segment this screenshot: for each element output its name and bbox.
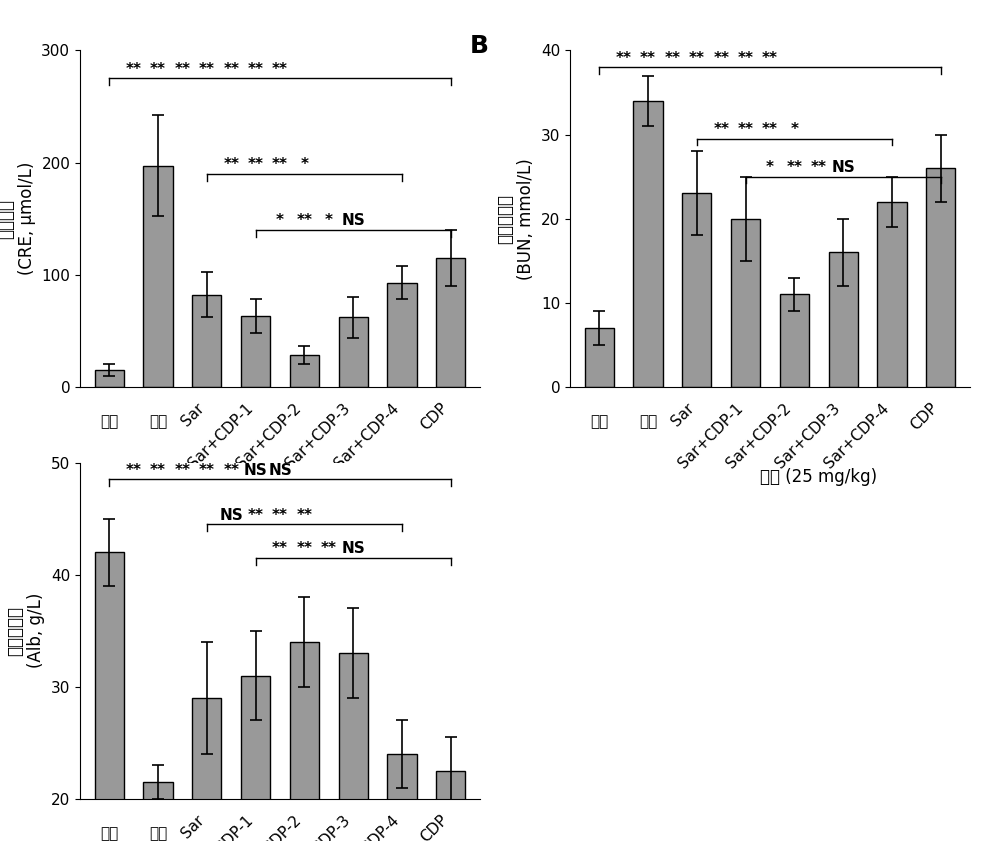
Text: **: ** — [248, 507, 264, 522]
Bar — [241, 675, 270, 841]
Bar — [339, 317, 368, 387]
Text: **: ** — [664, 50, 680, 66]
Bar — [436, 771, 465, 841]
Text: **: ** — [248, 157, 264, 172]
Text: *: * — [790, 122, 798, 137]
Text: **: ** — [199, 463, 215, 478]
Text: **: ** — [272, 541, 288, 556]
Text: 对照: 对照 — [590, 414, 608, 429]
Text: **: ** — [150, 61, 166, 77]
Text: Sar+CDP-2: Sar+CDP-2 — [724, 400, 794, 471]
Text: Sar+CDP-1: Sar+CDP-1 — [675, 400, 746, 471]
Bar — [143, 782, 173, 841]
Text: 模型: 模型 — [639, 414, 657, 429]
Text: **: ** — [272, 507, 288, 522]
Text: 模型: 模型 — [149, 826, 167, 841]
Text: 对照: 对照 — [100, 414, 118, 429]
Text: **: ** — [296, 507, 312, 522]
Text: **: ** — [272, 157, 288, 172]
Bar — [192, 698, 221, 841]
Text: Sar: Sar — [668, 400, 697, 429]
Text: **: ** — [640, 50, 656, 66]
Y-axis label: 血清尿素氮
(BUN, mmol/L): 血清尿素氮 (BUN, mmol/L) — [497, 158, 535, 279]
Bar — [633, 101, 663, 387]
Text: Sar+CDP-2: Sar+CDP-2 — [234, 812, 304, 841]
Text: **: ** — [713, 122, 729, 137]
Text: 模型: 模型 — [149, 414, 167, 429]
Text: **: ** — [786, 160, 802, 175]
Text: **: ** — [223, 463, 239, 478]
Text: Sar+CDP-1: Sar+CDP-1 — [185, 400, 256, 471]
Text: **: ** — [272, 61, 288, 77]
Text: **: ** — [616, 50, 632, 66]
Bar — [829, 252, 858, 387]
Bar — [387, 283, 417, 387]
Text: **: ** — [150, 463, 166, 478]
Bar — [682, 193, 711, 387]
Text: **: ** — [296, 213, 312, 228]
Text: **: ** — [321, 541, 337, 556]
Bar — [290, 642, 319, 841]
Text: CDP: CDP — [418, 812, 451, 841]
Text: NS: NS — [831, 160, 855, 175]
Text: **: ** — [174, 463, 190, 478]
Text: Sar+CDP-2: Sar+CDP-2 — [234, 400, 304, 471]
Text: **: ** — [689, 50, 705, 66]
Text: Sar+CDP-3: Sar+CDP-3 — [283, 812, 353, 841]
Text: **: ** — [738, 50, 754, 66]
Text: Sar+CDP-3: Sar+CDP-3 — [283, 400, 353, 471]
Bar — [585, 328, 614, 387]
Bar — [95, 370, 124, 387]
Bar — [731, 219, 760, 387]
Text: **: ** — [762, 50, 778, 66]
Text: Sar+CDP-3: Sar+CDP-3 — [773, 400, 843, 471]
Text: **: ** — [223, 61, 239, 77]
Text: Sar+CDP-4: Sar+CDP-4 — [332, 400, 402, 471]
Text: *: * — [325, 213, 333, 228]
Text: B: B — [470, 34, 489, 58]
Bar — [436, 258, 465, 387]
Text: NS: NS — [341, 541, 365, 556]
Text: Sar: Sar — [178, 400, 207, 429]
Bar — [387, 754, 417, 841]
Text: 顺铂 (25 mg/kg): 顺铂 (25 mg/kg) — [270, 468, 387, 485]
Text: **: ** — [738, 122, 754, 137]
Text: Sar+CDP-4: Sar+CDP-4 — [332, 812, 402, 841]
Text: **: ** — [199, 61, 215, 77]
Text: *: * — [300, 157, 308, 172]
Text: CDP: CDP — [908, 400, 941, 433]
Text: 对照: 对照 — [100, 826, 118, 841]
Text: Sar+CDP-4: Sar+CDP-4 — [822, 400, 892, 471]
Text: **: ** — [296, 541, 312, 556]
Y-axis label: 血清肌酸
(CRE, μmol/L): 血清肌酸 (CRE, μmol/L) — [0, 162, 36, 275]
Text: NS: NS — [268, 463, 292, 478]
Bar — [926, 168, 955, 387]
Bar — [780, 294, 809, 387]
Bar — [339, 653, 368, 841]
Text: **: ** — [126, 463, 142, 478]
Text: **: ** — [223, 157, 239, 172]
Text: **: ** — [174, 61, 190, 77]
Bar — [290, 356, 319, 387]
Text: *: * — [276, 213, 284, 228]
Text: **: ** — [248, 61, 264, 77]
Bar — [143, 166, 173, 387]
Bar — [877, 202, 907, 387]
Text: CDP: CDP — [418, 400, 451, 433]
Text: **: ** — [762, 122, 778, 137]
Bar — [95, 553, 124, 841]
Text: **: ** — [126, 61, 142, 77]
Text: **: ** — [811, 160, 827, 175]
Text: NS: NS — [244, 463, 267, 478]
Text: 顺铂 (25 mg/kg): 顺铂 (25 mg/kg) — [760, 468, 877, 485]
Text: Sar: Sar — [178, 812, 207, 841]
Bar — [192, 295, 221, 387]
Text: NS: NS — [219, 507, 243, 522]
Text: NS: NS — [341, 213, 365, 228]
Text: *: * — [766, 160, 774, 175]
Text: Sar+CDP-1: Sar+CDP-1 — [185, 812, 256, 841]
Y-axis label: 血清白蛋白
(Alb, g/L): 血清白蛋白 (Alb, g/L) — [7, 593, 45, 669]
Bar — [241, 316, 270, 387]
Text: **: ** — [713, 50, 729, 66]
